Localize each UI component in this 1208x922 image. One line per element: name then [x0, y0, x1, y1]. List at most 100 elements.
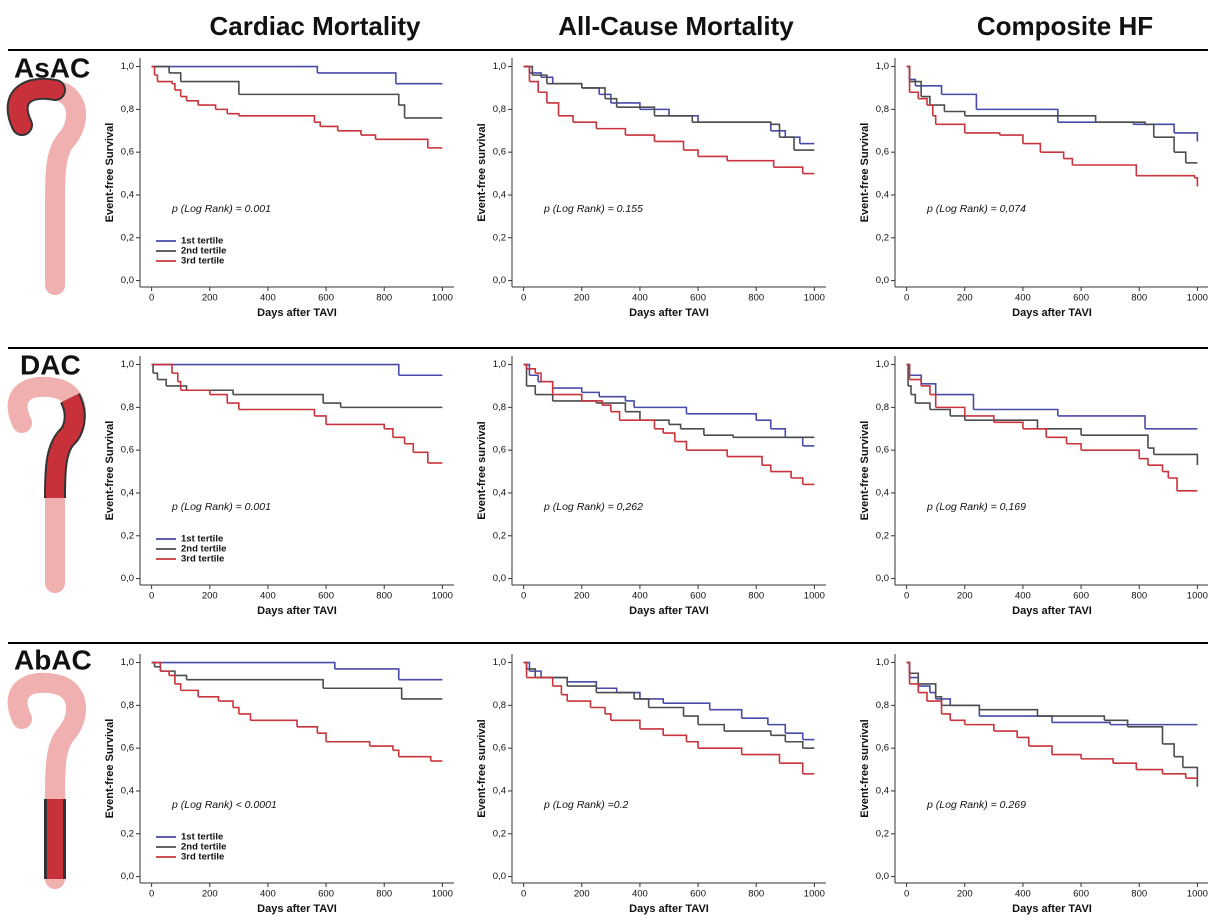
- y-tick-label: 0,6: [876, 147, 889, 158]
- curve-step: [1028, 745, 1053, 755]
- curve-step: [935, 406, 966, 416]
- curve-step: [384, 427, 394, 438]
- curve-step: [762, 464, 772, 472]
- curve-step: [567, 685, 598, 693]
- curve-step: [979, 715, 1053, 723]
- y-axis-label: Event-free Survival: [859, 421, 871, 521]
- column-title: Cardiac Mortality: [210, 11, 421, 41]
- curve-step: [233, 706, 240, 714]
- y-tick-label: 0,4: [493, 785, 506, 796]
- curve-step: [154, 666, 162, 672]
- curve-step: [535, 372, 542, 382]
- curve-step: [238, 93, 400, 106]
- curve-step: [581, 400, 603, 406]
- curve-step: [599, 93, 612, 103]
- y-tick-label: 0,6: [121, 147, 134, 158]
- y-tick-label: 0,8: [121, 700, 134, 711]
- x-tick-label: 400: [1015, 293, 1031, 304]
- curve-step: [1081, 434, 1149, 449]
- y-axis-label: Event-free Survival: [104, 421, 116, 521]
- annotation: p (Log Rank) =0.2: [543, 799, 629, 811]
- curve-step: [906, 363, 909, 386]
- y-tick-label: 0,8: [876, 104, 889, 115]
- curve-step: [625, 400, 635, 408]
- x-tick-label: 0: [149, 591, 154, 602]
- curve-step: [908, 385, 912, 395]
- curve-step: [314, 415, 327, 425]
- y-tick-label: 0,2: [493, 828, 506, 839]
- curve-step: [314, 121, 322, 127]
- curve-step: [174, 683, 182, 691]
- curve-step: [297, 725, 319, 734]
- curve-step: [227, 112, 240, 116]
- curve-step: [1194, 766, 1199, 787]
- x-tick-label: 200: [957, 293, 973, 304]
- x-tick-label: 200: [574, 293, 590, 304]
- curve-step: [1057, 415, 1146, 429]
- curve-step: [698, 747, 743, 755]
- curve-step: [413, 451, 429, 464]
- curve-step: [770, 123, 781, 138]
- x-axis-label: Days after TAVI: [257, 605, 337, 617]
- curve-step: [909, 378, 922, 386]
- curve-step: [906, 661, 911, 684]
- x-tick-label: 400: [260, 591, 276, 602]
- curve-step: [1037, 427, 1082, 436]
- curve-step: [602, 404, 612, 412]
- curve-step: [767, 723, 787, 734]
- curve-step: [727, 159, 775, 168]
- curve-step: [654, 114, 694, 123]
- curve-step: [686, 449, 728, 457]
- curve-step: [909, 80, 922, 97]
- curve-step: [326, 740, 371, 747]
- x-tick-label: 0: [521, 591, 526, 602]
- survival-curve: [151, 661, 443, 762]
- y-tick-label: 1,0: [876, 359, 889, 370]
- curve-step: [663, 432, 676, 442]
- survival-curve: [523, 65, 815, 145]
- curve-step: [918, 685, 931, 693]
- curve-step: [909, 78, 917, 86]
- curve-step: [610, 102, 641, 110]
- legend-label: 2nd tertile: [181, 544, 226, 555]
- curve-step: [906, 65, 911, 93]
- curve-step: [634, 698, 650, 708]
- curve-step: [552, 685, 563, 695]
- y-tick-label: 0,8: [121, 104, 134, 115]
- annotation: p (Log Rank) = 0.001: [171, 501, 271, 513]
- legend-label: 1st tertile: [181, 832, 223, 843]
- curve-step: [683, 149, 699, 157]
- curve-step: [1194, 177, 1199, 187]
- x-tick-label: 1000: [804, 293, 825, 304]
- curve-step: [654, 427, 664, 434]
- curve-step: [404, 442, 415, 453]
- survival-curve: [906, 363, 1199, 466]
- y-tick-label: 0,4: [876, 189, 889, 200]
- x-tick-label: 200: [574, 591, 590, 602]
- curve-step: [153, 372, 159, 380]
- x-axis-label: Days after TAVI: [1012, 605, 1092, 617]
- y-tick-label: 0,2: [493, 530, 506, 541]
- curve-step: [639, 108, 670, 116]
- x-tick-label: 200: [202, 591, 218, 602]
- y-tick-label: 0,6: [876, 743, 889, 754]
- curve-step: [529, 374, 539, 382]
- curve-step: [909, 676, 920, 687]
- x-axis-label: Days after TAVI: [629, 307, 709, 319]
- survival-curve: [906, 363, 1198, 492]
- curve-step: [326, 423, 386, 429]
- curve-step: [950, 415, 966, 421]
- x-tick-label: 800: [376, 889, 392, 900]
- x-tick-label: 1000: [432, 293, 453, 304]
- x-tick-label: 200: [957, 591, 973, 602]
- survival-curve: [151, 65, 443, 119]
- curve-step: [935, 698, 952, 706]
- survival-curve: [151, 661, 443, 681]
- x-tick-label: 800: [748, 293, 764, 304]
- row-label: DAC: [20, 349, 81, 380]
- curve-step: [581, 391, 601, 397]
- survival-curve: [906, 65, 1199, 188]
- curve-step: [1040, 151, 1065, 159]
- curve-step: [918, 97, 928, 106]
